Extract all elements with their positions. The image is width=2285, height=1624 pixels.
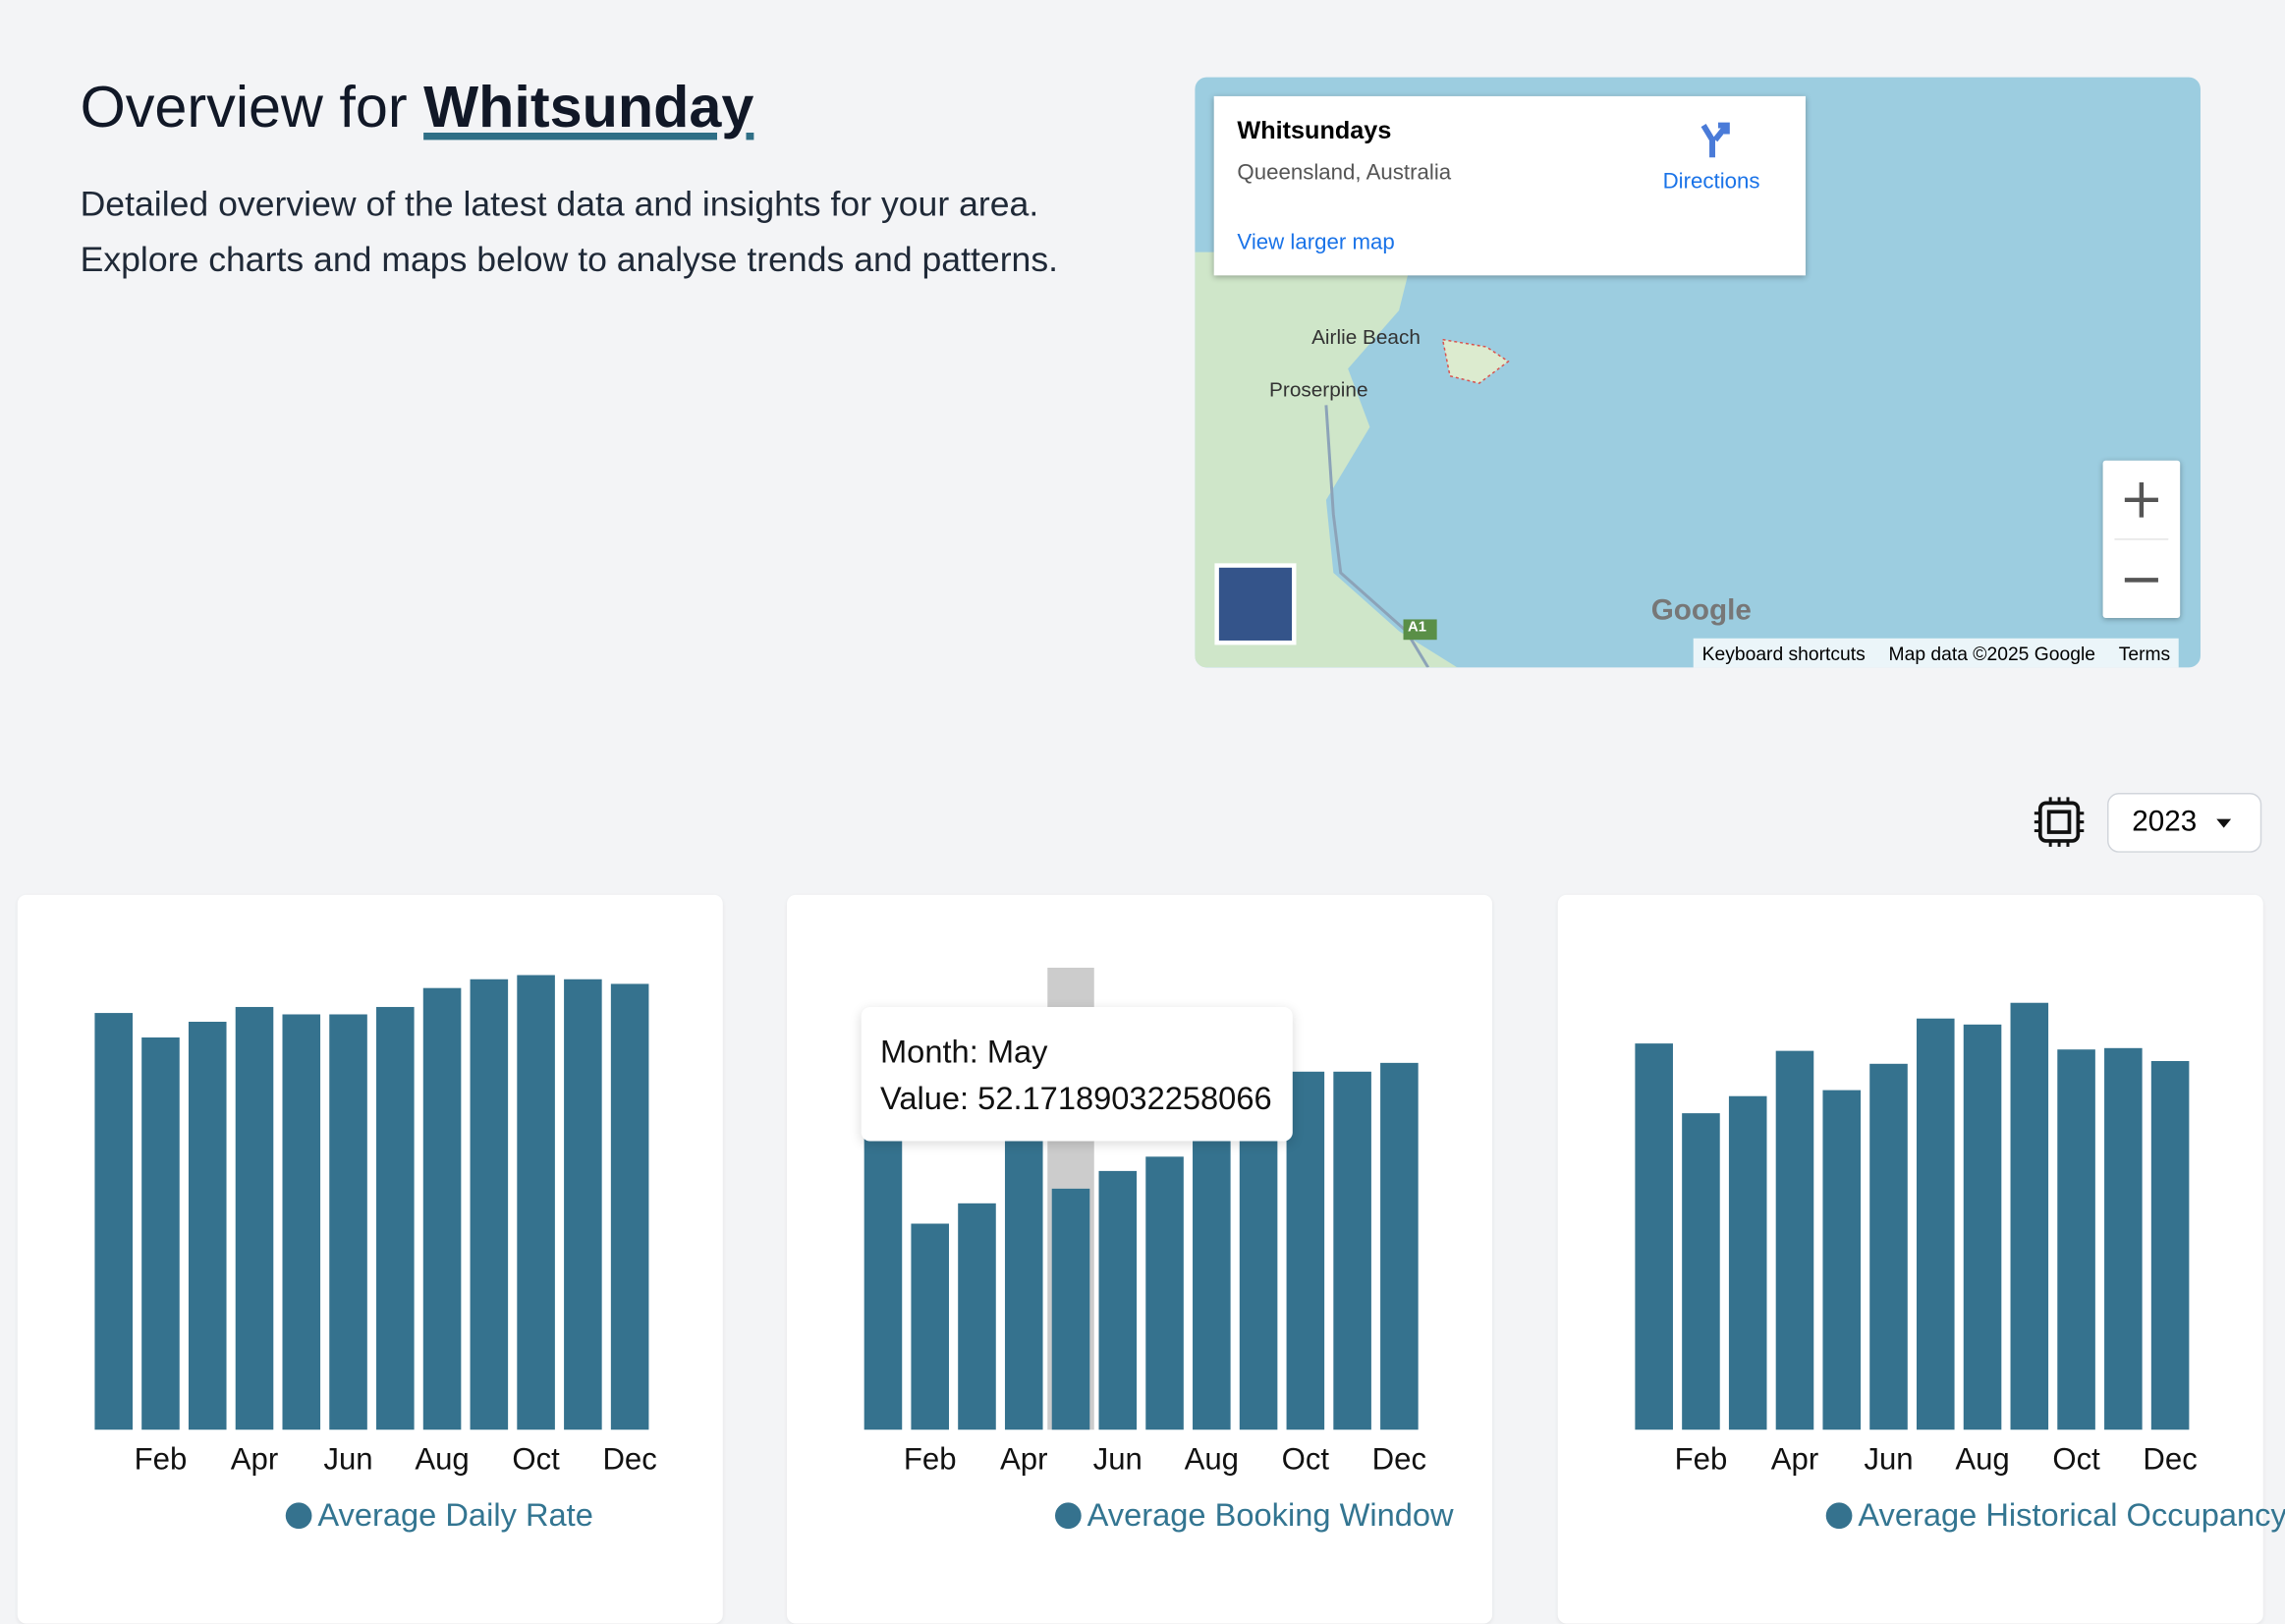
place-name: Whitsundays — [1237, 116, 1392, 144]
x-tick-label: Aug — [1185, 1441, 1239, 1476]
bar — [329, 1014, 367, 1430]
x-tick-label: Aug — [415, 1441, 469, 1476]
bar — [422, 987, 462, 1430]
title-place[interactable]: Whitsunday — [423, 76, 754, 140]
town-label: Proserpine — [1269, 377, 1368, 401]
larger-map-link[interactable]: View larger map — [1237, 230, 1395, 255]
place-region: Queensland, Australia — [1237, 160, 1452, 186]
road-label: A1 — [1407, 619, 1426, 636]
bar — [564, 979, 602, 1430]
x-tick-label: Dec — [1372, 1441, 1426, 1476]
bar — [1869, 1063, 1908, 1430]
bar — [1333, 1071, 1371, 1430]
description: Explore charts and maps below to analyse… — [80, 240, 1059, 280]
bar — [1728, 1095, 1767, 1430]
x-tick-label: Jun — [1093, 1441, 1142, 1476]
legend-swatch — [1825, 1502, 1853, 1530]
bar — [517, 975, 555, 1430]
description: Detailed overview of the latest data and… — [80, 185, 1039, 225]
bar — [1380, 1062, 1419, 1430]
bar — [376, 1006, 415, 1430]
bar — [1635, 1043, 1673, 1430]
x-tick-label: Dec — [602, 1441, 656, 1476]
bar — [1286, 1071, 1325, 1430]
x-tick-label: Oct — [512, 1441, 560, 1476]
x-tick-label: Dec — [2143, 1441, 2197, 1476]
bar — [2057, 1049, 2095, 1430]
map-canvas — [1195, 252, 1510, 668]
bar — [2104, 1047, 2143, 1430]
x-tick-label: Apr — [1000, 1441, 1047, 1476]
x-tick-label: Apr — [231, 1441, 278, 1476]
bar — [282, 1014, 321, 1430]
bar — [141, 1036, 180, 1430]
year-value: 2023 — [2132, 806, 2198, 838]
legend-swatch — [285, 1502, 312, 1530]
bar — [958, 1203, 996, 1430]
bar — [94, 1013, 133, 1430]
x-tick-label: Apr — [1771, 1441, 1818, 1476]
zoom-control — [2102, 460, 2181, 618]
bar — [188, 1022, 227, 1430]
chart-card — [17, 894, 723, 1624]
bar — [1193, 1129, 1231, 1430]
bar — [1682, 1113, 1720, 1430]
legend-label[interactable]: Average Booking Window — [1087, 1496, 1454, 1533]
bar — [610, 983, 649, 1430]
bar — [1098, 1170, 1138, 1430]
bar — [864, 1121, 903, 1430]
road — [1324, 405, 1430, 668]
year-select[interactable]: 2023 — [2107, 792, 2262, 853]
bar — [1051, 1188, 1090, 1430]
road-shield — [1403, 619, 1437, 641]
directions-icon[interactable] — [1695, 120, 1739, 161]
legend-label[interactable]: Average Daily Rate — [317, 1496, 592, 1533]
map-footer-text: Map data ©2025 Google — [1888, 642, 2095, 664]
legend-swatch — [1054, 1502, 1082, 1530]
info-window: Whitsundays Queensland, Australia View l… — [1213, 95, 1806, 276]
tooltip-month: Month: May — [879, 1033, 1048, 1070]
satellite-toggle[interactable] — [1214, 563, 1297, 645]
bar — [1239, 1085, 1278, 1430]
zoom-in[interactable] — [2124, 482, 2158, 518]
x-tick-label: Oct — [1282, 1441, 1330, 1476]
bar — [1775, 1050, 1814, 1430]
bar — [235, 1006, 274, 1430]
map-logo: Google — [1650, 594, 1752, 627]
island — [1441, 338, 1510, 384]
title-prefix: Overview for — [80, 76, 408, 140]
bar — [1822, 1090, 1862, 1430]
bar — [1963, 1024, 2002, 1430]
tooltip: Month: May Value: 52.17189032258066 — [861, 1007, 1293, 1142]
bar — [470, 979, 509, 1430]
bar — [2150, 1060, 2190, 1430]
map-footer-link[interactable]: Terms — [2118, 642, 2171, 664]
zoom-icons — [2114, 482, 2169, 583]
x-tick-label: Feb — [135, 1441, 188, 1476]
legend-label[interactable]: Average Historical Occupancy — [1858, 1496, 2285, 1533]
x-tick-label: Jun — [1864, 1441, 1913, 1476]
x-tick-label: Feb — [1675, 1441, 1728, 1476]
bar — [1145, 1156, 1184, 1430]
chip-icon[interactable] — [2033, 796, 2085, 848]
bar — [2010, 1002, 2049, 1430]
bar — [1004, 1121, 1043, 1430]
tooltip-value: Value: 52.17189032258066 — [879, 1080, 1272, 1117]
map-footer: Keyboard shortcuts Map data ©2025 Google… — [1693, 638, 2180, 668]
x-tick-label: Feb — [904, 1441, 957, 1476]
x-tick-label: Aug — [1955, 1441, 2009, 1476]
map-footer-link[interactable]: Keyboard shortcuts — [1701, 642, 1866, 664]
bar — [911, 1223, 950, 1430]
town-label: Airlie Beach — [1311, 324, 1421, 349]
caret — [2215, 817, 2231, 827]
x-tick-label: Oct — [2052, 1441, 2100, 1476]
bar — [1916, 1018, 1955, 1430]
chart-card — [1557, 894, 2263, 1624]
directions-link[interactable]: Directions — [1662, 169, 1760, 195]
page-title: Overview for Whitsunday — [81, 76, 754, 141]
x-tick-label: Jun — [323, 1441, 372, 1476]
